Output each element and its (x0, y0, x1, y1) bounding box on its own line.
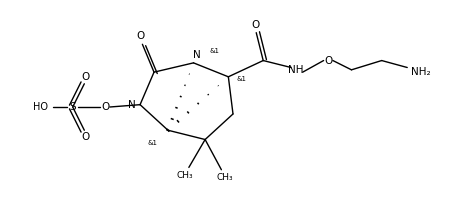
Text: HO: HO (33, 102, 48, 112)
Text: O: O (101, 102, 110, 112)
Text: N: N (193, 50, 201, 60)
Text: &1: &1 (147, 140, 157, 146)
Text: N: N (128, 100, 136, 110)
Text: O: O (324, 56, 332, 65)
Text: S: S (69, 102, 76, 112)
Text: &1: &1 (237, 76, 247, 82)
Text: O: O (136, 31, 144, 41)
Text: CH₃: CH₃ (177, 171, 193, 180)
Text: O: O (82, 72, 90, 82)
Text: O: O (82, 132, 90, 142)
Text: NH₂: NH₂ (411, 67, 431, 77)
Text: NH: NH (288, 65, 303, 75)
Text: O: O (251, 20, 260, 30)
Text: &1: &1 (210, 48, 220, 54)
Text: CH₃: CH₃ (217, 173, 233, 182)
